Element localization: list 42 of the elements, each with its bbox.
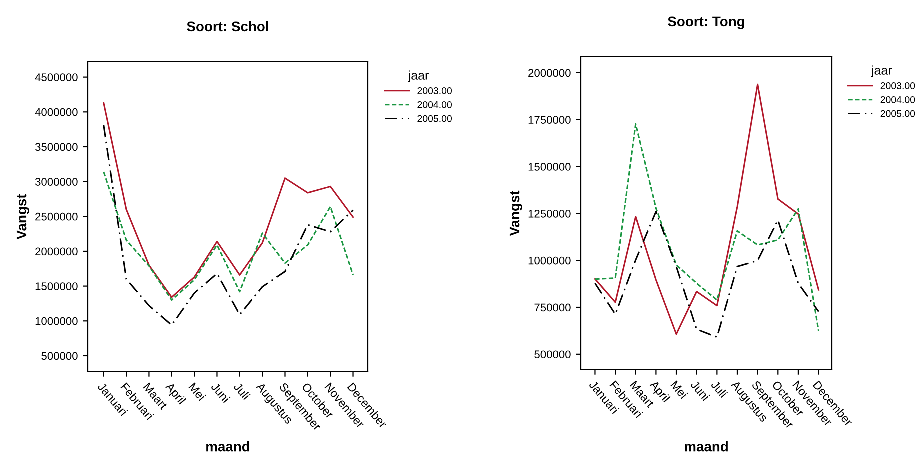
chart-title: Soort: Tong [668, 16, 744, 30]
y-tick-label: 2000000 [528, 69, 571, 78]
x-axis-title: maand [206, 442, 250, 452]
y-tick-label: 4000000 [35, 108, 78, 116]
y-axis-title: Vangst [16, 194, 30, 240]
line-series [103, 171, 354, 302]
x-tick-label: Juni [210, 382, 231, 404]
y-tick-label: 2000000 [36, 248, 78, 256]
line-series [594, 123, 820, 332]
line-series [594, 211, 820, 338]
legend-label: 2004.00 [880, 96, 916, 104]
y-tick-label: 1000000 [528, 256, 571, 265]
line-series [594, 84, 820, 336]
legend-title: jaar [408, 70, 429, 82]
y-tick-label: 3500000 [35, 143, 78, 152]
y-tick-label: 750000 [534, 304, 571, 312]
chart-title: Soort: Schol [187, 21, 268, 32]
legend-label: 2004.00 [418, 101, 452, 108]
y-tick-label: 1000000 [36, 317, 78, 326]
y-tick-label: 1250000 [528, 210, 571, 218]
x-tick-label: Juli [710, 380, 728, 398]
line-series [103, 102, 354, 298]
x-axis-title: maand [685, 442, 728, 452]
legend-title: jaar [871, 66, 892, 78]
x-tick-label: Mei [670, 380, 688, 400]
y-tick-label: 500000 [42, 352, 78, 360]
legend-label: 2005.00 [880, 110, 916, 118]
y-tick-label: 1500000 [528, 163, 571, 171]
y-tick-label: 1500000 [36, 282, 78, 290]
x-tick-label: Juli [233, 382, 251, 400]
y-tick-label: 1750000 [528, 116, 571, 124]
y-axis-title: Vangst [510, 190, 522, 236]
y-tick-label: 2500000 [36, 212, 78, 221]
y-tick-label: 3000000 [35, 178, 78, 186]
x-tick-label: Juni [690, 380, 710, 402]
legend-label: 2005.00 [418, 115, 452, 122]
legend-label: 2003.00 [880, 82, 916, 90]
y-tick-label: 4500000 [35, 74, 78, 82]
x-tick-label: Mei [188, 382, 206, 402]
line-series [103, 124, 354, 326]
legend-label: 2003.00 [418, 88, 452, 94]
y-tick-label: 500000 [534, 350, 571, 359]
